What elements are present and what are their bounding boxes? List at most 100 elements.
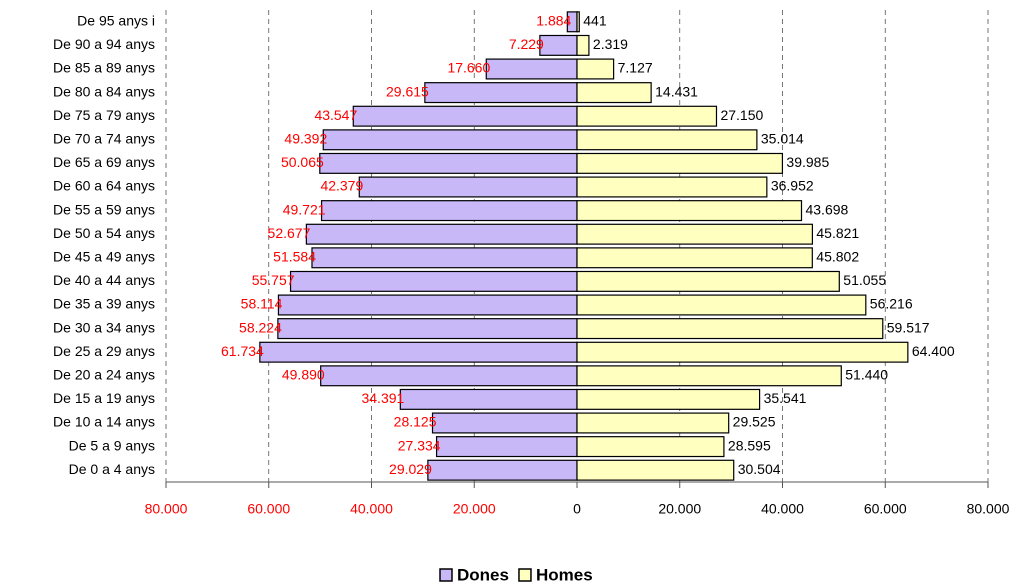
category-label: De 10 a 14 anys xyxy=(53,414,155,430)
bar xyxy=(576,152,784,174)
value-label: 56.216 xyxy=(870,296,913,312)
value-label: 29.525 xyxy=(733,414,776,430)
category-label: De 15 a 19 anys xyxy=(53,390,155,406)
bar xyxy=(431,412,578,434)
bar xyxy=(352,105,578,127)
value-label: 34.391 xyxy=(361,390,404,406)
bar xyxy=(311,247,578,269)
category-label: De 30 a 34 anys xyxy=(53,319,155,335)
bar xyxy=(320,200,578,222)
legend-label: Homes xyxy=(536,565,593,584)
value-label: 58.114 xyxy=(241,296,283,312)
value-label: 64.400 xyxy=(912,343,955,359)
value-label: 36.952 xyxy=(771,178,814,194)
value-label: 39.985 xyxy=(786,154,829,170)
bar xyxy=(576,105,718,127)
bar xyxy=(319,152,578,174)
category-label: De 0 a 4 anys xyxy=(69,461,155,477)
value-label: 45.821 xyxy=(816,225,859,241)
bar xyxy=(576,129,758,151)
value-label: 51.055 xyxy=(843,272,886,288)
x-tick-label: 40.000 xyxy=(761,501,804,517)
category-label: De 90 a 94 anys xyxy=(53,36,155,52)
value-label: 30.504 xyxy=(738,461,781,477)
value-label: 51.584 xyxy=(273,249,316,265)
bar xyxy=(320,365,578,387)
x-tick-label: 0 xyxy=(573,501,581,517)
value-label: 59.517 xyxy=(887,319,930,335)
bar xyxy=(576,459,735,481)
legend-swatch xyxy=(518,568,532,582)
category-label: De 75 a 79 anys xyxy=(53,107,155,123)
category-label: De 45 a 49 anys xyxy=(53,249,155,265)
bar xyxy=(576,223,814,245)
bar xyxy=(358,176,578,198)
bar xyxy=(277,318,578,340)
value-label: 43.698 xyxy=(805,201,848,217)
category-label: De 65 a 69 anys xyxy=(53,154,155,170)
bar xyxy=(576,436,725,458)
value-label: 35.541 xyxy=(764,390,807,406)
value-label: 50.065 xyxy=(281,154,324,170)
bar xyxy=(576,388,761,410)
value-label: 14.431 xyxy=(655,83,698,99)
bar xyxy=(427,459,578,481)
category-label: De 85 a 89 anys xyxy=(53,60,155,76)
value-label: 7.229 xyxy=(509,36,544,52)
value-label: 35.014 xyxy=(761,131,804,147)
category-label: De 35 a 39 anys xyxy=(53,296,155,312)
x-tick-label: 80.000 xyxy=(145,501,188,517)
value-label: 17.660 xyxy=(447,60,490,76)
bar xyxy=(539,34,578,56)
bar xyxy=(289,270,578,292)
bar xyxy=(277,294,578,316)
x-tick-label: 60.000 xyxy=(864,501,907,517)
bar xyxy=(576,200,803,222)
value-label: 28.595 xyxy=(728,437,771,453)
value-label: 1.884 xyxy=(536,13,571,29)
category-label: De 60 a 64 anys xyxy=(53,178,155,194)
category-label: De 95 anys i xyxy=(77,13,155,29)
category-label: De 70 a 74 anys xyxy=(53,131,155,147)
x-tick-label: 20.000 xyxy=(453,501,496,517)
category-label: De 50 a 54 anys xyxy=(53,225,155,241)
category-label: De 20 a 24 anys xyxy=(53,367,155,383)
value-label: 28.125 xyxy=(394,414,437,430)
x-tick-label: 20.000 xyxy=(658,501,701,517)
value-label: 45.802 xyxy=(816,249,859,265)
bar xyxy=(576,11,580,33)
value-label: 49.392 xyxy=(284,131,327,147)
legend-swatch xyxy=(439,568,453,582)
bar xyxy=(305,223,578,245)
value-label: 42.379 xyxy=(320,178,363,194)
value-label: 29.029 xyxy=(389,461,432,477)
bar xyxy=(576,247,813,269)
legend-label: Dones xyxy=(457,565,509,584)
x-tick-label: 40.000 xyxy=(350,501,393,517)
bar xyxy=(435,436,578,458)
bar xyxy=(485,58,578,80)
value-label: 2.319 xyxy=(593,36,628,52)
value-label: 27.334 xyxy=(398,437,441,453)
value-label: 49.890 xyxy=(282,367,325,383)
value-label: 7.127 xyxy=(618,60,653,76)
value-label: 43.547 xyxy=(314,107,357,123)
value-label: 27.150 xyxy=(720,107,763,123)
category-label: De 55 a 59 anys xyxy=(53,201,155,217)
bar xyxy=(576,365,842,387)
bar xyxy=(576,270,840,292)
category-label: De 25 a 29 anys xyxy=(53,343,155,359)
bar xyxy=(259,341,578,363)
bar xyxy=(576,294,867,316)
x-tick-label: 80.000 xyxy=(967,501,1010,517)
bar xyxy=(322,129,578,151)
value-label: 52.677 xyxy=(268,225,311,241)
value-label: 49.721 xyxy=(283,201,326,217)
category-label: De 5 a 9 anys xyxy=(69,437,155,453)
value-label: 51.440 xyxy=(845,367,888,383)
bar xyxy=(399,388,578,410)
category-label: De 40 a 44 anys xyxy=(53,272,155,288)
bar xyxy=(424,82,578,104)
value-label: 61.734 xyxy=(221,343,264,359)
